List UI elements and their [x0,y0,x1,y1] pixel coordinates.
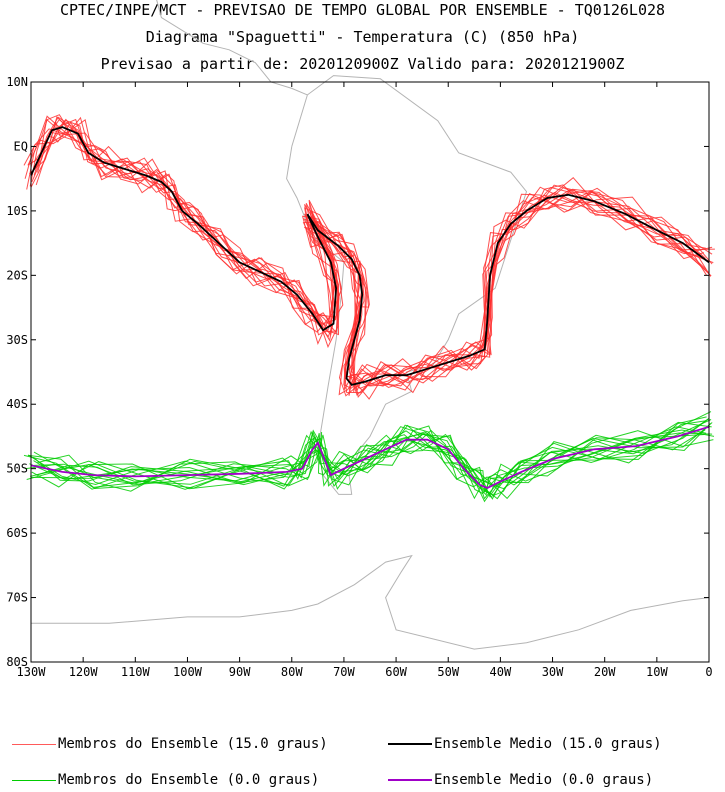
x-tick-label: 60W [385,665,407,679]
member-line-15 [37,121,705,396]
plot-frame [30,81,710,663]
member-line-15 [35,120,707,397]
member-line-0 [34,419,712,490]
y-tick-label: EQ [14,139,28,153]
legend-entry-members-15: Membros do Ensemble (15.0 graus) [12,736,328,752]
legend-entry-members-0: Membros do Ensemble (0.0 graus) [12,772,319,788]
legend-label: Membros do Ensemble (0.0 graus) [58,772,320,788]
legend-swatch-mean-15 [388,743,432,745]
member-line-15 [30,115,712,394]
y-tick-label: 70S [6,591,28,605]
legend-label: Ensemble Medio (0.0 graus) [434,772,654,788]
central-america-outline [156,0,308,96]
member-line-15 [29,119,709,396]
x-tick-label: 50W [437,665,459,679]
member-line-0 [31,430,714,503]
y-tick-label: 40S [6,397,28,411]
axis-ticks: 130W 120W 110W 100W 90W 80W 70W 60W 50W 40W 30W 20W… [6,75,712,679]
member-line-15 [27,119,713,387]
legend-label: Membros do Ensemble (15.0 graus) [58,736,328,752]
member-line-15 [33,116,706,387]
map-plot: 130W 120W 110W 100W 90W 80W 70W 60W 50W 40W 30W 20W… [6,0,715,679]
coastline-layer [31,0,710,650]
legend-entry-mean-0: Ensemble Medio (0.0 graus) [388,772,653,788]
ensemble-mean-layer [30,126,710,489]
member-line-15 [29,118,713,389]
x-tick-label: 0 [705,665,712,679]
x-tick-label: 10W [646,665,668,679]
x-tick-label: 130W [17,665,47,679]
ensemble-mean-15-line [30,126,710,386]
member-line-15 [26,115,712,399]
y-tick-label: 60S [6,526,28,540]
member-line-0 [33,421,712,498]
x-tick-label: 40W [490,665,512,679]
member-line-15 [33,118,706,390]
member-line-0 [30,422,713,492]
header-line-3: Previsao a partir de: 2020120900Z Valido… [100,55,625,73]
y-tick-label: 80S [6,655,28,669]
x-tick-label: 70W [333,665,355,679]
member-line-0 [30,429,706,500]
legend-entry-mean-15: Ensemble Medio (15.0 graus) [388,736,662,752]
antarctica-outline [31,554,710,650]
member-line-0 [29,434,705,495]
x-tick-label: 20W [594,665,616,679]
legend-swatch-mean-0 [388,779,432,781]
x-tick-label: 80W [281,665,303,679]
y-tick-label: 20S [6,268,28,282]
member-line-15 [27,116,713,396]
member-line-0 [37,411,712,500]
x-tick-label: 120W [69,665,99,679]
member-line-0 [23,420,707,496]
header-line-2: Diagrama "Spaguetti" - Temperatura (C) (… [145,28,580,46]
y-tick-label: 10S [6,204,28,218]
x-tick-label: 110W [121,665,151,679]
member-line-15 [31,114,708,400]
x-tick-label: 30W [542,665,564,679]
legend-label: Ensemble Medio (15.0 graus) [434,736,662,752]
x-tick-label: 100W [173,665,203,679]
legend-swatch-members-15 [12,743,56,745]
x-tick-label: 90W [229,665,251,679]
member-line-15 [23,119,715,393]
y-tick-label: 10N [6,75,28,89]
ensemble-mean-0-line [30,425,710,489]
y-tick-label: 50S [6,462,28,476]
header-line-1: CPTEC/INPE/MCT - PREVISAO DE TEMPO GLOBA… [59,1,666,19]
member-line-15 [33,118,707,387]
ensemble-members-layer [23,114,715,503]
y-tick-label: 30S [6,333,28,347]
legend-swatch-members-0 [12,779,56,781]
